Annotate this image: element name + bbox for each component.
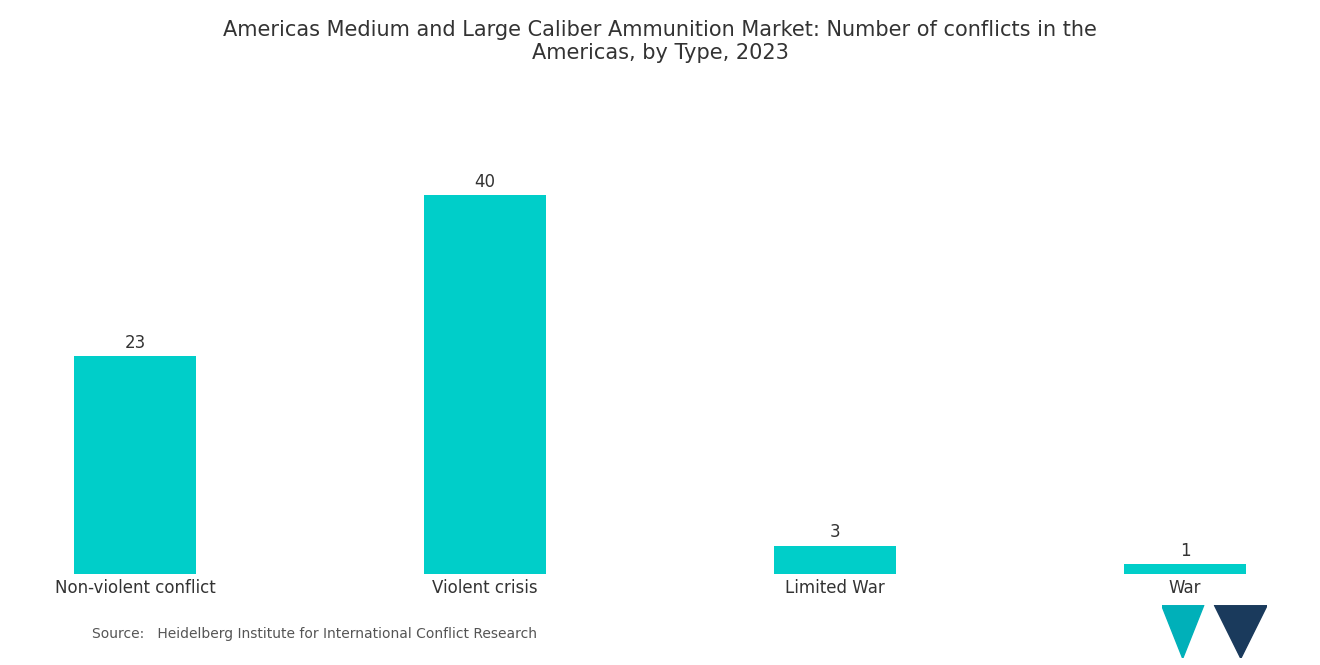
Polygon shape bbox=[1214, 605, 1267, 658]
Text: 23: 23 bbox=[124, 334, 145, 352]
Text: 1: 1 bbox=[1180, 542, 1191, 560]
Bar bbox=[774, 545, 896, 574]
Text: Americas Medium and Large Caliber Ammunition Market: Number of conflicts in the
: Americas Medium and Large Caliber Ammuni… bbox=[223, 20, 1097, 63]
Bar bbox=[424, 196, 546, 574]
Text: 40: 40 bbox=[474, 173, 495, 191]
Text: Source:   Heidelberg Institute for International Conflict Research: Source: Heidelberg Institute for Interna… bbox=[92, 627, 537, 642]
Polygon shape bbox=[1162, 605, 1204, 658]
Bar bbox=[74, 356, 197, 574]
Bar bbox=[1123, 565, 1246, 574]
Text: 3: 3 bbox=[830, 523, 841, 541]
